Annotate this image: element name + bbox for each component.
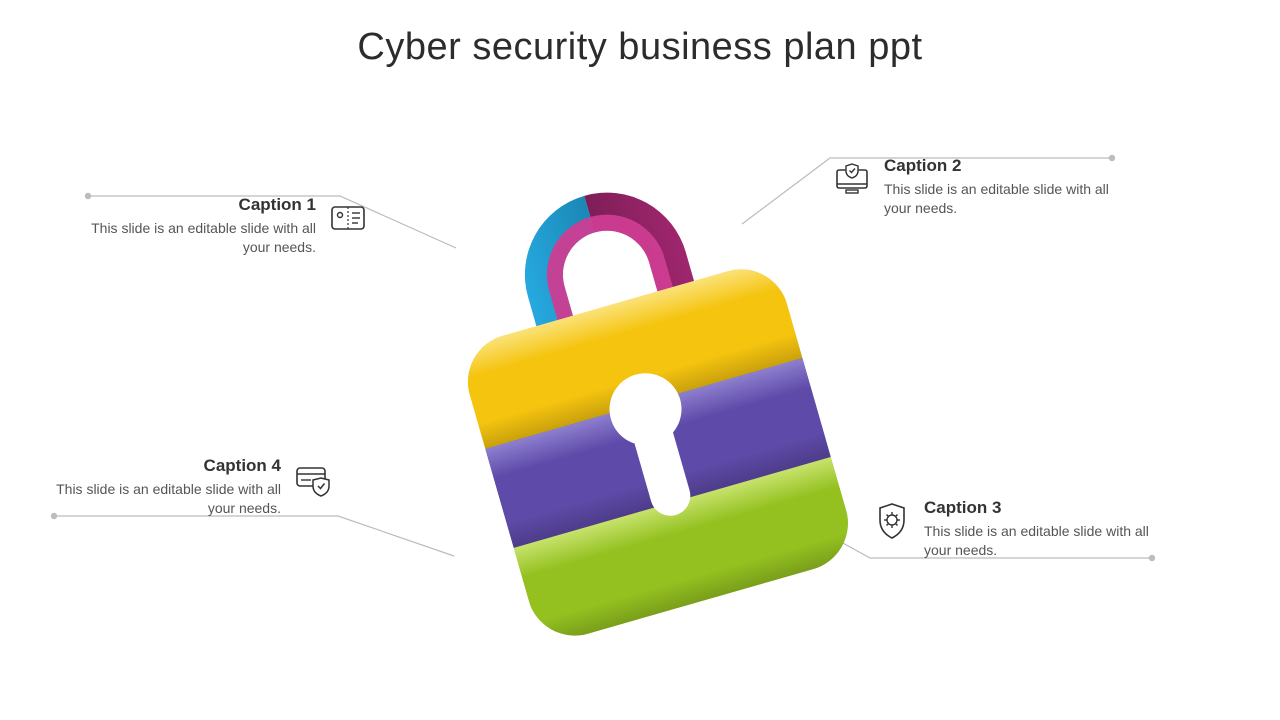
callout-1: Caption 1 This slide is an editable slide… [90, 195, 370, 257]
slide: Cyber security business plan ppt [0, 0, 1280, 720]
callout-4: Caption 4 This slide is an editable slide… [55, 456, 335, 518]
callout-2: Caption 2 This slide is an editable slide… [830, 156, 1110, 218]
caption-title-2: Caption 2 [884, 156, 1110, 176]
card-shield-icon [291, 456, 335, 500]
caption-title-3: Caption 3 [924, 498, 1150, 518]
gear-shield-icon [870, 498, 914, 542]
caption-desc-2: This slide is an editable slide with all… [884, 180, 1110, 218]
callout-3: Caption 3 This slide is an editable slide… [870, 498, 1150, 560]
caption-title-4: Caption 4 [55, 456, 281, 476]
wallet-identity-icon [326, 195, 370, 239]
leader-line-4 [54, 516, 454, 556]
caption-desc-3: This slide is an editable slide with all… [924, 522, 1150, 560]
caption-desc-4: This slide is an editable slide with all… [55, 480, 281, 518]
caption-desc-1: This slide is an editable slide with all… [90, 219, 316, 257]
caption-title-1: Caption 1 [90, 195, 316, 215]
computer-shield-icon [830, 156, 874, 200]
